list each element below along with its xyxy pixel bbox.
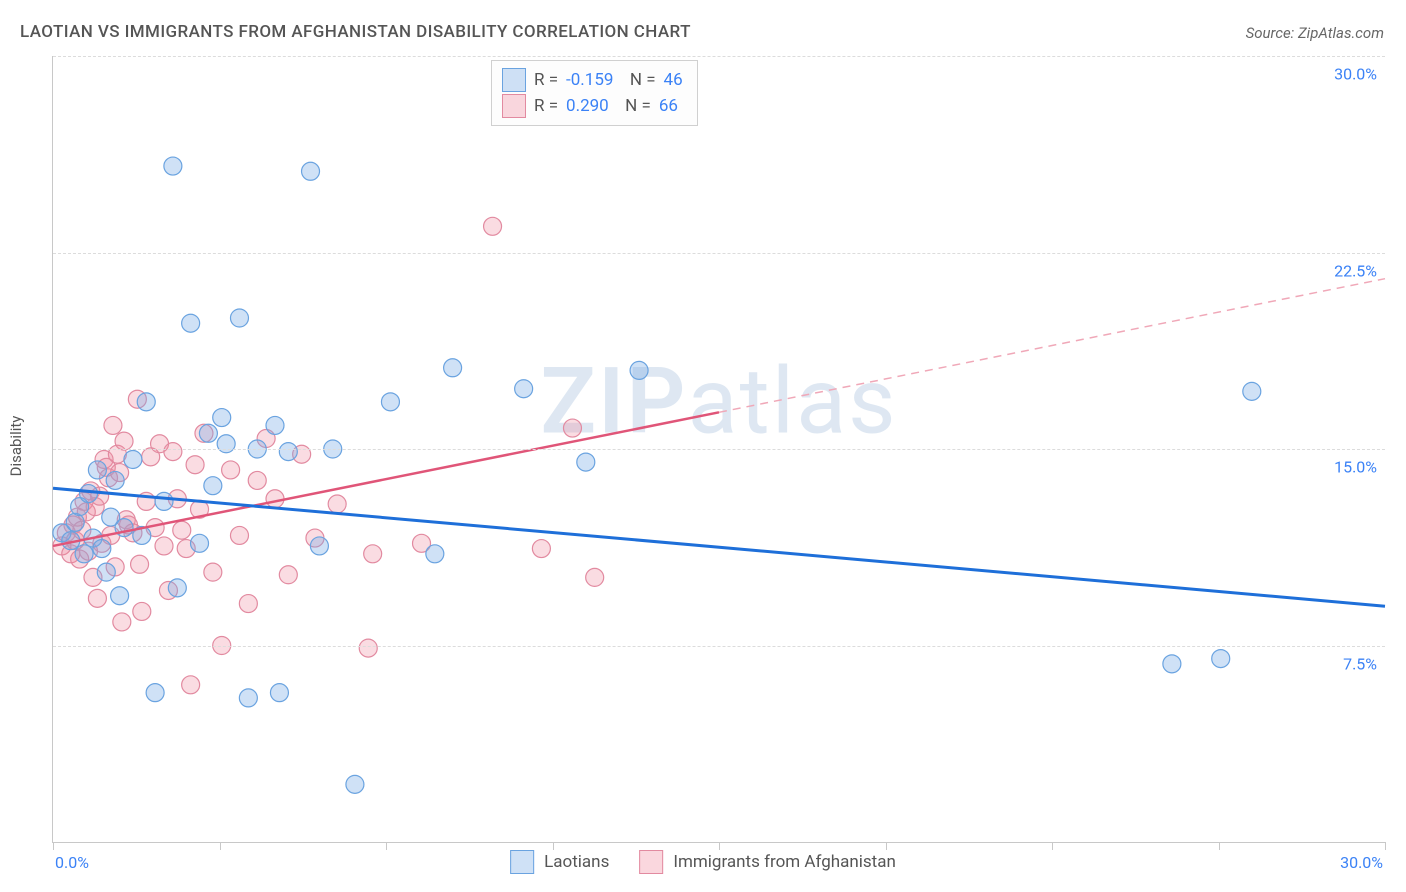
- data-point: [444, 359, 462, 377]
- data-point: [310, 537, 328, 555]
- regression-line: [53, 488, 1385, 606]
- data-point: [113, 613, 131, 631]
- regression-line: [53, 412, 719, 546]
- data-point: [186, 456, 204, 474]
- data-point: [182, 314, 200, 332]
- data-point: [106, 471, 124, 489]
- data-point: [204, 477, 222, 495]
- data-point: [239, 595, 257, 613]
- y-tick-label: 15.0%: [1334, 458, 1377, 477]
- series-legend: Laotians Immigrants from Afghanistan: [510, 850, 896, 874]
- data-point: [124, 450, 142, 468]
- data-point: [137, 393, 155, 411]
- data-point: [364, 545, 382, 563]
- data-point: [426, 545, 444, 563]
- y-axis-label: Disability: [7, 416, 25, 477]
- y-tick-label: 30.0%: [1334, 65, 1377, 84]
- data-point: [1212, 650, 1230, 668]
- x-tick-label: 30.0%: [1340, 853, 1383, 872]
- data-point: [155, 537, 173, 555]
- regression-line: [719, 279, 1385, 413]
- data-point: [630, 361, 648, 379]
- data-point: [115, 432, 133, 450]
- data-point: [182, 676, 200, 694]
- data-point: [93, 540, 111, 558]
- data-point: [75, 545, 93, 563]
- data-point: [88, 461, 106, 479]
- legend-item-blue: Laotians: [510, 850, 609, 874]
- data-point: [164, 157, 182, 175]
- data-point: [270, 684, 288, 702]
- swatch-blue-icon: [510, 850, 534, 874]
- data-point: [146, 684, 164, 702]
- legend-label-pink: Immigrants from Afghanistan: [673, 852, 896, 872]
- data-point: [111, 587, 129, 605]
- x-tick-label: 0.0%: [55, 853, 89, 872]
- data-point: [217, 435, 235, 453]
- legend-label-blue: Laotians: [544, 852, 609, 872]
- data-point: [586, 568, 604, 586]
- data-point: [359, 639, 377, 657]
- data-point: [133, 602, 151, 620]
- data-point: [248, 471, 266, 489]
- data-point: [239, 689, 257, 707]
- data-point: [191, 534, 209, 552]
- data-point: [328, 495, 346, 513]
- y-tick-label: 22.5%: [1334, 261, 1377, 280]
- data-point: [302, 162, 320, 180]
- data-point: [155, 492, 173, 510]
- data-point: [168, 579, 186, 597]
- chart-title: LAOTIAN VS IMMIGRANTS FROM AFGHANISTAN D…: [20, 22, 691, 42]
- data-point: [164, 443, 182, 461]
- data-point: [484, 217, 502, 235]
- data-point: [88, 589, 106, 607]
- data-point: [131, 555, 149, 573]
- data-point: [173, 521, 191, 539]
- data-point: [204, 563, 222, 581]
- data-point: [230, 526, 248, 544]
- swatch-pink-icon: [639, 850, 663, 874]
- source-label: Source: ZipAtlas.com: [1246, 24, 1384, 42]
- data-point: [532, 540, 550, 558]
- y-tick-label: 7.5%: [1343, 654, 1377, 673]
- data-point: [279, 443, 297, 461]
- data-point: [1243, 382, 1261, 400]
- data-point: [222, 461, 240, 479]
- data-point: [515, 380, 533, 398]
- chart-plot-area: ZIPatlas R = -0.159 N = 46 R = 0.290 N =…: [52, 56, 1385, 843]
- data-point: [80, 485, 98, 503]
- data-point: [66, 513, 84, 531]
- data-point: [1163, 655, 1181, 673]
- data-point: [266, 490, 284, 508]
- data-point: [104, 416, 122, 434]
- legend-item-pink: Immigrants from Afghanistan: [639, 850, 896, 874]
- data-point: [381, 393, 399, 411]
- data-point: [230, 309, 248, 327]
- data-point: [563, 419, 581, 437]
- data-point: [199, 424, 217, 442]
- data-point: [213, 409, 231, 427]
- data-point: [577, 453, 595, 471]
- data-point: [279, 566, 297, 584]
- data-point: [97, 563, 115, 581]
- data-point: [346, 775, 364, 793]
- data-point: [266, 416, 284, 434]
